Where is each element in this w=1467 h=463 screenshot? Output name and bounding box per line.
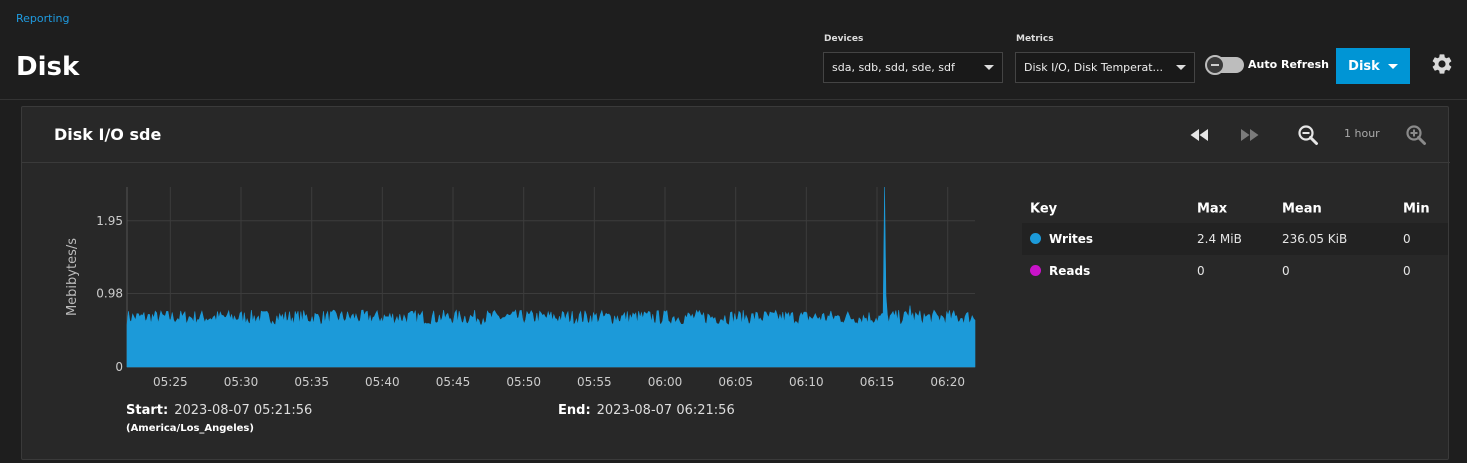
devices-select-value: sda, sdb, sdd, sde, sdf (832, 61, 955, 74)
disk-menu-button[interactable]: Disk (1336, 48, 1410, 84)
time-range-label: 1 hour (1344, 127, 1380, 140)
disk-io-card: Disk I/O sde 1 hour Mebibytes/s 05:25 05:3… (21, 106, 1450, 460)
legend-series-name: Reads (1049, 264, 1091, 278)
card-divider (22, 162, 1450, 163)
legend-max: 0 (1197, 264, 1205, 278)
y-axis-label: Mebibytes/s (65, 238, 80, 316)
legend-mean: 236.05 KiB (1282, 232, 1348, 246)
x-tick-label: 05:30 (224, 375, 259, 389)
legend-min: 0 (1403, 264, 1411, 278)
legend-header-max: Max (1197, 201, 1228, 217)
disk-io-chart: Mebibytes/s 05:25 05:30 05:35 05:40 05:45 05:5… (65, 186, 976, 389)
start-value: 2023-08-07 05:21:56 (174, 403, 313, 418)
timezone-label: (America/Los_Angeles) (126, 423, 254, 434)
chart-legend: Key Max Mean Min Writes 2.4 MiB 236.05 K… (1022, 195, 1448, 287)
card-title: Disk I/O sde (54, 125, 162, 144)
breadcrumb[interactable]: Reporting (16, 12, 70, 25)
devices-select[interactable]: sda, sdb, sdd, sde, sdf (823, 52, 1003, 83)
reads-color-dot (1030, 265, 1041, 276)
devices-label: Devices (824, 34, 864, 44)
x-tick-label: 06:05 (718, 375, 753, 389)
x-tick-label: 06:00 (648, 375, 683, 389)
x-tick-label: 06:15 (860, 375, 895, 389)
auto-refresh-label: Auto Refresh (1248, 58, 1329, 71)
legend-max: 2.4 MiB (1197, 232, 1242, 246)
legend-mean: 0 (1282, 264, 1290, 278)
fast-forward-icon[interactable] (1237, 123, 1261, 147)
end-value: 2023-08-07 06:21:56 (596, 403, 735, 418)
x-tick-label: 05:35 (294, 375, 329, 389)
start-label: Start: (126, 403, 169, 418)
gear-icon[interactable] (1430, 52, 1454, 76)
legend-row-writes[interactable]: Writes 2.4 MiB 236.05 KiB 0 (1022, 223, 1448, 255)
rewind-icon[interactable] (1188, 123, 1212, 147)
legend-header-min: Min (1403, 201, 1430, 217)
legend-key: Writes (1030, 232, 1093, 246)
legend-header: Key Max Mean Min (1022, 195, 1448, 223)
auto-refresh-toggle[interactable] (1205, 55, 1244, 75)
y-tick-label: 0.98 (96, 287, 123, 301)
page-title: Disk (16, 52, 80, 82)
chevron-down-icon (1176, 65, 1186, 70)
legend-header-mean: Mean (1282, 201, 1322, 217)
y-tick-label: 1.95 (96, 214, 123, 228)
header-divider (0, 99, 1467, 100)
legend-row-reads[interactable]: Reads 0 0 0 (1022, 255, 1448, 287)
series-writes-area (126, 186, 976, 368)
y-tick-label: 0 (115, 360, 123, 374)
zoom-in-icon[interactable] (1404, 123, 1428, 147)
start-time: Start: 2023-08-07 05:21:56 (126, 403, 312, 418)
metrics-label: Metrics (1016, 34, 1054, 44)
metrics-select-value: Disk I/O, Disk Temperat... (1024, 61, 1163, 74)
legend-header-key: Key (1030, 201, 1058, 217)
x-tick-label: 05:55 (577, 375, 612, 389)
legend-series-name: Writes (1049, 232, 1094, 246)
legend-key: Reads (1030, 264, 1090, 278)
x-tick-label: 05:25 (153, 375, 188, 389)
chevron-down-icon (1387, 63, 1398, 69)
x-tick-label: 05:45 (436, 375, 471, 389)
x-tick-label: 06:20 (930, 375, 965, 389)
metrics-select[interactable]: Disk I/O, Disk Temperat... (1015, 52, 1195, 83)
end-label: End: (558, 403, 591, 418)
legend-min: 0 (1403, 232, 1411, 246)
writes-color-dot (1030, 233, 1041, 244)
disk-menu-button-label: Disk (1348, 58, 1380, 74)
chevron-down-icon (984, 65, 994, 70)
zoom-out-icon[interactable] (1296, 123, 1320, 147)
x-tick-label: 05:40 (365, 375, 400, 389)
x-tick-label: 06:10 (789, 375, 824, 389)
end-time: End: 2023-08-07 06:21:56 (558, 403, 735, 418)
x-tick-label: 05:50 (506, 375, 541, 389)
toggle-knob (1205, 55, 1225, 75)
